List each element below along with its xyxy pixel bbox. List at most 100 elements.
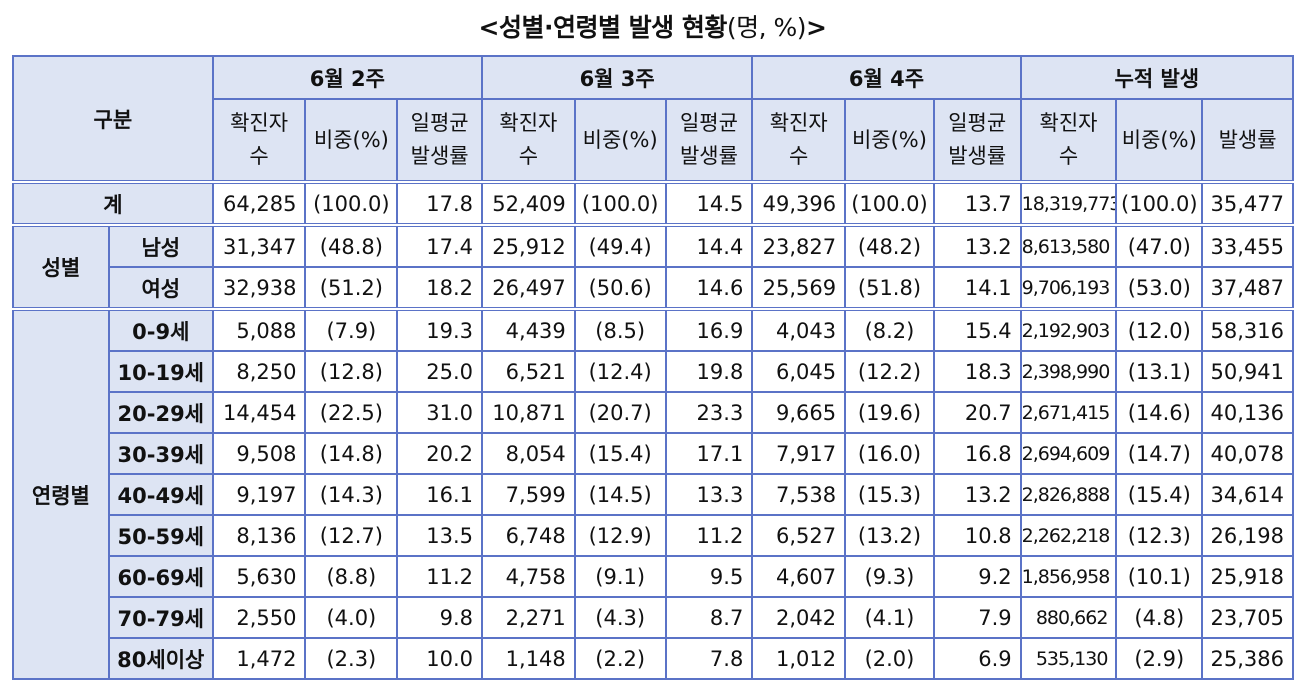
cell-share: (2.0) xyxy=(844,637,935,680)
cell-rate: 9.5 xyxy=(664,555,754,598)
cell-share: (22.5) xyxy=(304,391,399,434)
cell-rate: 14.4 xyxy=(664,223,754,268)
title-unit: (명, %) xyxy=(726,13,807,42)
cell-count: 6,521 xyxy=(481,350,576,393)
cell-rate: 31.0 xyxy=(396,391,483,434)
table-row: 70-79세 2,550 (4.0) 9.8 2,271 (4.3) 8.7 2,042 (4.… xyxy=(13,596,1294,639)
cell-rate: 25.0 xyxy=(396,350,483,393)
table-row: 10-19세 8,250 (12.8) 25.0 6,521 (12.4) 19.8 6,04… xyxy=(13,350,1294,393)
cell-share: (15.4) xyxy=(1115,473,1204,516)
header-week-4: 6월 4주 xyxy=(751,55,1022,100)
cell-count: 4,758 xyxy=(481,555,576,598)
cell-share: (100.0) xyxy=(304,180,399,226)
cell-rate: 33,455 xyxy=(1201,223,1294,268)
cell-count: 25,569 xyxy=(751,266,847,310)
cell-share: (49.4) xyxy=(573,223,667,268)
cell-count: 8,250 xyxy=(211,350,307,393)
table-row: 연령별 0-9세 5,088 (7.9) 19.3 4,439 (8.5) 16.9 4,043… xyxy=(12,307,1294,680)
row-label: 계 xyxy=(12,180,214,226)
cell-count: 32,938 xyxy=(211,266,307,310)
cell-count: 535,130 xyxy=(1019,637,1118,680)
cell-count: 1,472 xyxy=(211,637,307,680)
subheader-rate: 일평균 발생률 xyxy=(932,98,1022,183)
cell-count: 1,148 xyxy=(481,637,576,680)
cell-count: 49,396 xyxy=(751,180,847,226)
title-close: > xyxy=(806,13,827,42)
cell-count: 5,088 xyxy=(211,307,307,352)
header-category: 구분 xyxy=(12,55,214,183)
table-row: 80세이상 1,472 (2.3) 10.0 1,148 (2.2) 7.8 1,012 (2.… xyxy=(13,637,1294,680)
cell-rate: 23,705 xyxy=(1201,596,1294,639)
row-label: 40-49세 xyxy=(107,473,214,516)
cell-share: (15.3) xyxy=(844,473,935,516)
subheader-share: 비중(%) xyxy=(844,98,935,183)
cell-share: (51.2) xyxy=(304,266,399,310)
cell-share: (2.2) xyxy=(573,637,667,680)
cell-count: 2,192,903 xyxy=(1019,307,1118,352)
cell-rate: 8.7 xyxy=(664,596,754,639)
cell-share: (100.0) xyxy=(573,180,667,226)
table-row: 여성 32,938 (51.2) 18.2 26,497 (50.6) 14.6 25,569… xyxy=(13,266,1294,310)
subheader-share: 비중(%) xyxy=(573,98,667,183)
cell-rate: 9.2 xyxy=(932,555,1022,598)
cell-share: (4.1) xyxy=(844,596,935,639)
cell-count: 7,917 xyxy=(751,432,847,475)
cell-rate: 18.2 xyxy=(396,266,483,310)
cell-share: (15.4) xyxy=(573,432,667,475)
row-label: 60-69세 xyxy=(107,555,214,598)
cell-share: (13.2) xyxy=(844,514,935,557)
cell-rate: 7.9 xyxy=(932,596,1022,639)
cell-rate: 17.1 xyxy=(664,432,754,475)
cell-rate: 13.5 xyxy=(396,514,483,557)
cell-count: 6,748 xyxy=(481,514,576,557)
cell-share: (8.8) xyxy=(304,555,399,598)
cell-rate: 25,386 xyxy=(1201,637,1294,680)
cell-count: 31,347 xyxy=(211,223,307,268)
row-label: 남성 xyxy=(107,223,214,268)
statistics-table: 구분 6월 2주 6월 3주 6월 4주 누적 발생 확진자 수 비중(%) 일평균… xyxy=(12,55,1295,680)
cell-share: (12.0) xyxy=(1115,307,1204,352)
cell-share: (51.8) xyxy=(844,266,935,310)
subheader-count: 확진자 수 xyxy=(1019,98,1118,183)
cell-rate: 10.0 xyxy=(396,637,483,680)
cell-rate: 7.8 xyxy=(664,637,754,680)
cell-count: 8,054 xyxy=(481,432,576,475)
row-label: 0-9세 xyxy=(107,307,214,352)
cell-rate: 35,477 xyxy=(1201,180,1294,226)
cell-rate: 16.9 xyxy=(664,307,754,352)
cell-rate: 14.1 xyxy=(932,266,1022,310)
cell-rate: 19.8 xyxy=(664,350,754,393)
cell-share: (48.8) xyxy=(304,223,399,268)
cell-count: 2,262,218 xyxy=(1019,514,1118,557)
table-title: <성별·연령별 발생 현황(명, %)> xyxy=(0,8,1305,44)
cell-rate: 25,918 xyxy=(1201,555,1294,598)
cell-count: 6,527 xyxy=(751,514,847,557)
cell-share: (50.6) xyxy=(573,266,667,310)
cell-rate: 58,316 xyxy=(1201,307,1294,352)
cell-count: 4,043 xyxy=(751,307,847,352)
table-row: 계 64,285 (100.0) 17.8 52,409 (100.0) 14.5 49,39… xyxy=(12,180,1294,226)
cell-count: 2,042 xyxy=(751,596,847,639)
table-row: 60-69세 5,630 (8.8) 11.2 4,758 (9.1) 9.5 4,607 (9… xyxy=(13,555,1294,598)
cell-share: (12.4) xyxy=(573,350,667,393)
subheader-count: 확진자 수 xyxy=(751,98,847,183)
cell-rate: 50,941 xyxy=(1201,350,1294,393)
cell-count: 5,630 xyxy=(211,555,307,598)
row-label: 50-59세 xyxy=(107,514,214,557)
cell-rate: 16.1 xyxy=(396,473,483,516)
cell-count: 8,136 xyxy=(211,514,307,557)
subheader-count: 확진자 수 xyxy=(211,98,307,183)
cell-rate: 15.4 xyxy=(932,307,1022,352)
cell-rate: 37,487 xyxy=(1201,266,1294,310)
cell-count: 1,856,958 xyxy=(1019,555,1118,598)
cell-rate: 16.8 xyxy=(932,432,1022,475)
row-label: 20-29세 xyxy=(107,391,214,434)
cell-rate: 13.7 xyxy=(932,180,1022,226)
header-week-2: 6월 2주 xyxy=(211,55,484,100)
cell-share: (7.9) xyxy=(304,307,399,352)
cell-rate: 11.2 xyxy=(396,555,483,598)
cell-share: (12.7) xyxy=(304,514,399,557)
cell-rate: 13.2 xyxy=(932,473,1022,516)
cell-share: (4.0) xyxy=(304,596,399,639)
cell-count: 7,538 xyxy=(751,473,847,516)
